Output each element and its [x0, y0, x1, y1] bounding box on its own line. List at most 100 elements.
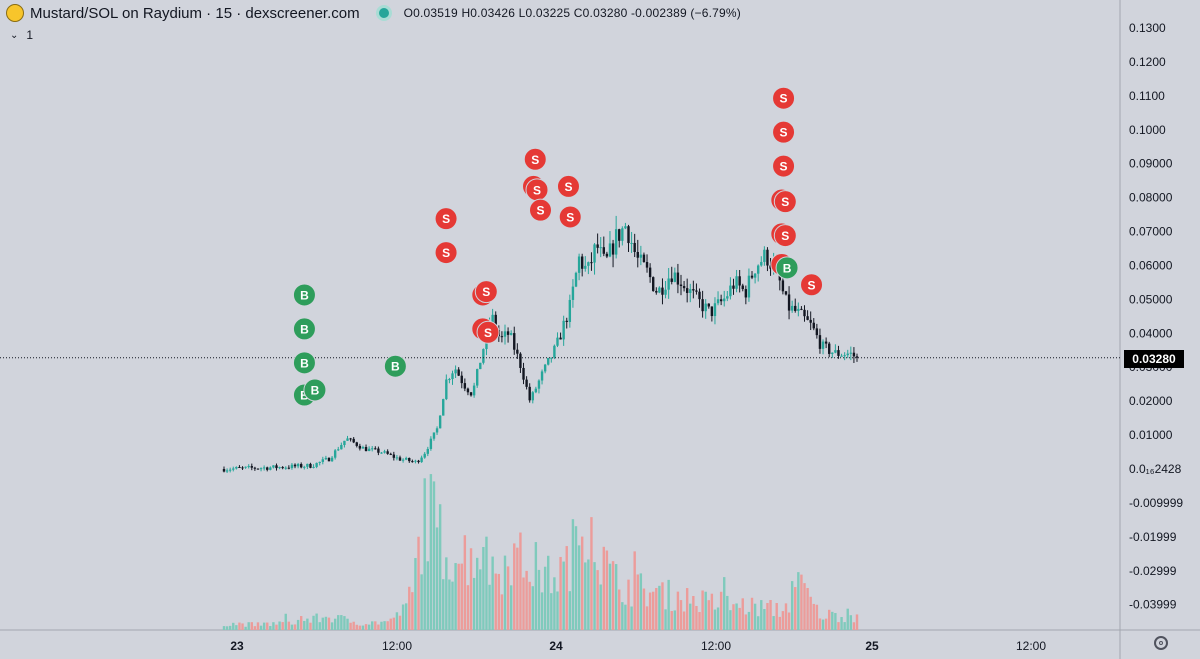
- candle-body: [642, 254, 646, 262]
- candle-body: [296, 464, 300, 467]
- volume-bar: [429, 474, 433, 630]
- sell-marker: S: [434, 207, 458, 231]
- volume-bar: [398, 615, 402, 630]
- sell-marker: S: [558, 205, 582, 229]
- volume-bar: [500, 594, 504, 630]
- candle-body: [543, 364, 547, 372]
- volume-bar: [262, 622, 266, 630]
- candle-body: [707, 303, 710, 307]
- volume-bar: [299, 616, 303, 630]
- chart-title: Mustard/SOL on Raydium · 15 · dexscreene…: [30, 4, 360, 22]
- candle-body: [299, 464, 303, 468]
- candle-body: [645, 261, 649, 268]
- volume-bar: [485, 536, 488, 630]
- volume-bar: [349, 622, 352, 630]
- volume-bar: [828, 609, 831, 630]
- candle-body: [417, 460, 420, 463]
- volume-bar: [275, 624, 278, 630]
- market-status-icon[interactable]: [375, 5, 392, 21]
- candle-body: [624, 226, 627, 229]
- volume-bar: [695, 605, 698, 630]
- candle-body: [735, 276, 738, 289]
- price-tick-label: 0.1000: [1129, 123, 1166, 137]
- volume-bar: [503, 555, 507, 630]
- candle-body: [364, 447, 368, 452]
- candle-body: [244, 466, 247, 468]
- volume-bar: [547, 555, 550, 630]
- candle-body: [228, 469, 232, 471]
- volume-bar: [766, 602, 769, 630]
- volume-bar: [327, 617, 331, 630]
- candle-body: [516, 349, 519, 354]
- volume-bar: [352, 621, 355, 630]
- volume-bar: [228, 625, 232, 630]
- candle-body: [259, 468, 263, 470]
- trade-markers: BBBBBBSSSSSSSSSSSSSSSSSSSSBS: [292, 86, 824, 407]
- candle-body: [692, 289, 695, 291]
- volume-bar: [318, 622, 321, 630]
- volume-bar: [235, 625, 238, 630]
- volume-bar: [494, 573, 497, 630]
- price-tick-label: 0.0₁₆2428: [1129, 462, 1182, 476]
- time-tick-label: 24: [549, 639, 563, 653]
- candle-body: [525, 379, 528, 387]
- marker-label: B: [783, 261, 792, 275]
- volume-bar: [846, 608, 849, 630]
- candle-body: [559, 337, 562, 340]
- volume-bar: [269, 626, 272, 630]
- candle-body: [834, 350, 837, 353]
- price-tick-label: -0.009999: [1129, 496, 1183, 510]
- candle-body: [287, 467, 291, 469]
- volume-bar: [377, 624, 380, 630]
- volume-bar: [408, 586, 411, 630]
- buy-marker: B: [303, 378, 327, 402]
- volume-bar: [738, 607, 741, 630]
- candle-body: [398, 457, 402, 461]
- volume-bar: [290, 624, 294, 630]
- candle-body: [343, 440, 346, 446]
- volume-bar: [250, 622, 253, 630]
- volume-bar: [713, 609, 717, 630]
- candle-body: [303, 466, 306, 468]
- candle-body: [732, 285, 735, 289]
- volume-bar: [645, 606, 649, 630]
- candle-body: [630, 242, 633, 244]
- candle-body: [371, 448, 374, 450]
- volume-bar: [256, 622, 260, 630]
- volume-bar: [482, 547, 485, 630]
- volume-bar: [614, 564, 618, 630]
- volume-bar: [374, 621, 377, 630]
- volume-bar: [513, 543, 516, 630]
- chevron-down-icon[interactable]: ⌄: [10, 29, 19, 41]
- candle-body: [404, 457, 408, 460]
- candle-body: [352, 438, 355, 443]
- candle-body: [673, 272, 677, 282]
- price-tick-label: 0.1200: [1129, 55, 1166, 69]
- volume-bar: [750, 597, 754, 630]
- candle-body: [831, 352, 834, 354]
- volume-bar: [809, 596, 812, 630]
- settings-gear-icon[interactable]: [1154, 636, 1168, 650]
- candle-body: [837, 350, 840, 356]
- candle-body: [618, 229, 621, 241]
- candle-body: [392, 454, 396, 458]
- sell-marker: S: [772, 154, 796, 178]
- volume-bar: [747, 611, 751, 630]
- series-toggle[interactable]: ⌄ 1: [10, 28, 33, 42]
- candle-body: [482, 349, 485, 363]
- price-tick-label: 0.04000: [1129, 326, 1173, 340]
- candle-body: [636, 251, 639, 258]
- volume-bar: [784, 603, 788, 630]
- volume-bar: [380, 621, 383, 630]
- volume-bar: [293, 624, 297, 630]
- candle-body: [333, 450, 337, 458]
- candle-body: [667, 278, 670, 290]
- marker-label: S: [780, 126, 788, 140]
- candle-body: [652, 277, 655, 291]
- marker-label: S: [442, 246, 450, 260]
- candle-body: [605, 253, 609, 257]
- candle-body: [321, 459, 325, 462]
- volume-bar: [392, 617, 396, 630]
- volume-bar: [488, 584, 491, 630]
